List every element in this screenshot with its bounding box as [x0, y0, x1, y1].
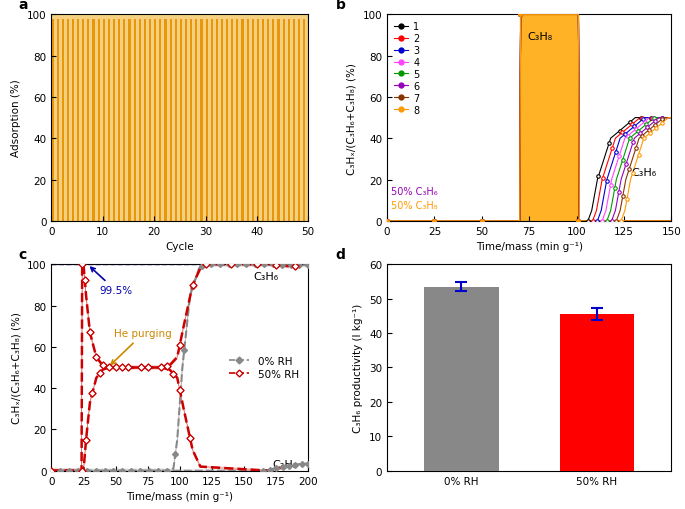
Bar	[82, 20, 84, 221]
Bar	[211, 20, 213, 221]
X-axis label: Cycle: Cycle	[166, 242, 194, 252]
Text: C₃H₈: C₃H₈	[273, 459, 297, 469]
Y-axis label: C₃H₆ productivity (l kg⁻¹): C₃H₆ productivity (l kg⁻¹)	[353, 303, 364, 432]
Bar	[292, 20, 295, 221]
Bar	[252, 20, 254, 221]
Bar	[247, 20, 249, 221]
Bar	[144, 20, 146, 221]
Bar	[113, 20, 115, 221]
Text: d: d	[336, 247, 346, 262]
Bar	[159, 20, 162, 221]
Bar	[149, 20, 151, 221]
Bar	[185, 20, 187, 221]
Bar	[179, 20, 182, 221]
Bar	[170, 20, 172, 221]
Bar	[175, 20, 177, 221]
Bar	[66, 20, 69, 221]
Bar	[277, 20, 279, 221]
Text: a: a	[18, 0, 27, 12]
Bar	[262, 20, 264, 221]
Text: C₃H₈: C₃H₈	[527, 32, 552, 42]
Bar	[108, 20, 110, 221]
Bar	[51, 20, 53, 221]
Text: 99.5%: 99.5%	[90, 268, 132, 296]
Text: b: b	[336, 0, 346, 12]
X-axis label: Time/mass (min g⁻¹): Time/mass (min g⁻¹)	[126, 491, 234, 501]
Text: c: c	[18, 247, 26, 262]
Bar	[88, 20, 90, 221]
Text: C₃H₆: C₃H₆	[253, 271, 278, 281]
Bar	[56, 20, 59, 221]
Bar	[190, 20, 192, 221]
Bar	[92, 20, 95, 221]
Bar	[103, 20, 105, 221]
Bar	[257, 20, 259, 221]
Bar	[303, 20, 306, 221]
Bar	[200, 20, 203, 221]
Legend: 1, 2, 3, 4, 5, 6, 7, 8: 1, 2, 3, 4, 5, 6, 7, 8	[392, 20, 421, 118]
X-axis label: Time/mass (min g⁻¹): Time/mass (min g⁻¹)	[475, 242, 583, 252]
Bar	[273, 20, 275, 221]
Bar	[77, 20, 79, 221]
Bar	[195, 20, 197, 221]
Bar	[123, 20, 125, 221]
Bar	[298, 20, 300, 221]
Bar	[154, 20, 156, 221]
Y-axis label: Adsorption (%): Adsorption (%)	[12, 79, 21, 157]
Bar	[206, 20, 208, 221]
Bar	[288, 20, 290, 221]
Bar	[226, 20, 228, 221]
Bar	[216, 20, 218, 221]
Y-axis label: C₃Hₓ/(C₃H₆+C₃H₈) (%): C₃Hₓ/(C₃H₆+C₃H₈) (%)	[347, 63, 357, 174]
Text: 50% C₃H₆: 50% C₃H₆	[391, 187, 438, 196]
Bar	[119, 20, 121, 221]
Bar	[72, 20, 74, 221]
Bar	[560, 315, 634, 471]
Bar	[267, 20, 269, 221]
Bar	[164, 20, 166, 221]
Text: He purging: He purging	[111, 329, 172, 364]
Bar	[134, 20, 136, 221]
Text: C₃H₆: C₃H₆	[632, 168, 657, 178]
Bar	[138, 20, 141, 221]
Bar	[282, 20, 285, 221]
Bar	[231, 20, 234, 221]
Bar	[221, 20, 223, 221]
Bar	[236, 20, 238, 221]
Y-axis label: C₃Hₓ/(C₃H₆+C₃H₈) (%): C₃Hₓ/(C₃H₆+C₃H₈) (%)	[12, 312, 21, 423]
Bar	[62, 20, 64, 221]
Bar	[129, 20, 131, 221]
Text: 50% C₃H₈: 50% C₃H₈	[391, 201, 438, 211]
Bar	[241, 20, 244, 221]
Bar	[424, 287, 499, 471]
Bar	[98, 20, 100, 221]
Legend: 0% RH, 50% RH: 0% RH, 50% RH	[225, 352, 303, 383]
